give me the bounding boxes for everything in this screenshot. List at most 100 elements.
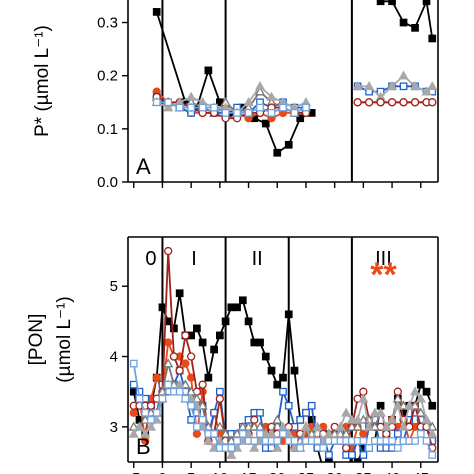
data-point <box>203 435 214 445</box>
y-tick-label: 3 <box>110 419 118 436</box>
data-point <box>359 429 368 439</box>
data-point <box>415 393 426 403</box>
data-point <box>428 451 437 459</box>
data-point <box>273 437 282 445</box>
data-point <box>307 401 316 410</box>
data-point <box>181 331 190 340</box>
data-point <box>198 103 207 112</box>
data-point <box>386 80 398 91</box>
data-point <box>352 414 363 424</box>
x-tick-label: 5 <box>187 470 195 474</box>
data-point <box>284 140 293 149</box>
data-point <box>256 103 264 112</box>
data-point <box>129 359 138 368</box>
data-point <box>284 401 293 410</box>
data-point <box>181 394 190 403</box>
data-point <box>266 91 277 101</box>
data-point <box>186 91 197 101</box>
x-tick-label: 10 <box>212 470 229 474</box>
series-line <box>155 11 313 154</box>
data-point <box>164 98 173 107</box>
data-point <box>272 414 283 424</box>
data-point <box>204 66 213 75</box>
data-point <box>398 421 409 431</box>
x-tick-label: 40 <box>384 470 401 474</box>
x-tick-label: 30 <box>326 470 343 474</box>
data-point <box>415 407 426 417</box>
y-axis-label: P* (µmol L⁻¹) <box>32 25 53 137</box>
data-point <box>152 98 161 107</box>
data-point <box>215 394 225 403</box>
data-point <box>221 109 230 117</box>
data-point <box>341 407 352 417</box>
data-point <box>256 430 264 438</box>
data-point <box>290 437 299 445</box>
data-point <box>399 18 408 27</box>
data-point <box>392 400 403 410</box>
data-point <box>359 437 368 445</box>
data-point <box>421 414 432 424</box>
data-point <box>290 366 299 375</box>
data-point <box>364 421 375 431</box>
data-point <box>210 345 218 354</box>
data-point <box>364 80 375 91</box>
x-tick-label: 45 <box>412 470 429 474</box>
data-point <box>381 421 392 431</box>
data-point <box>410 98 420 107</box>
phase-label: I <box>191 248 197 270</box>
data-point <box>227 444 236 452</box>
data-point <box>427 428 438 438</box>
data-point <box>352 421 363 431</box>
data-point <box>186 352 196 361</box>
data-point <box>175 387 184 396</box>
data-point <box>398 70 409 80</box>
data-point <box>243 96 254 107</box>
data-point <box>382 429 391 439</box>
data-point <box>353 98 362 107</box>
y-axis-unit-label: (µmol L⁻¹) <box>54 296 75 382</box>
y-tick-label: 0.1 <box>97 121 118 138</box>
data-point <box>158 394 167 403</box>
data-point <box>163 102 174 112</box>
data-point <box>313 437 322 445</box>
x-tick-label: 15 <box>240 470 257 474</box>
data-point <box>279 373 287 382</box>
data-point <box>221 317 230 326</box>
data-point <box>386 414 398 424</box>
data-point <box>141 408 150 417</box>
data-point <box>296 114 305 123</box>
data-point <box>254 86 266 96</box>
data-point <box>214 421 225 431</box>
data-point <box>175 103 184 112</box>
series-layer <box>128 246 438 462</box>
x-tick-label: 25 <box>298 470 315 474</box>
significance-annotation: ** <box>370 256 397 294</box>
data-point <box>192 429 202 439</box>
data-point <box>198 380 207 389</box>
y-tick-label: 4 <box>110 349 118 366</box>
x-tick-label: 0 <box>158 470 166 474</box>
data-point <box>244 317 253 326</box>
series-layer <box>151 0 438 157</box>
data-point <box>152 8 161 16</box>
data-point <box>128 428 139 438</box>
data-point <box>365 444 373 452</box>
data-point <box>140 428 151 438</box>
data-point <box>169 352 179 361</box>
data-point <box>284 310 293 319</box>
panel-letter: B <box>136 434 151 459</box>
data-point <box>238 430 247 438</box>
data-point <box>193 422 201 431</box>
phase-label: III <box>375 248 392 270</box>
data-point <box>267 109 276 117</box>
data-point <box>290 109 299 117</box>
data-point <box>352 80 363 91</box>
data-point <box>409 386 421 396</box>
data-point <box>279 103 287 112</box>
panel-a: 0.0 0.1 0.2 0.3 A P* (µmol L⁻¹) <box>32 0 439 191</box>
data-point <box>204 373 213 382</box>
data-point <box>427 80 438 91</box>
data-point <box>272 442 283 452</box>
panel-letter: A <box>136 154 151 179</box>
